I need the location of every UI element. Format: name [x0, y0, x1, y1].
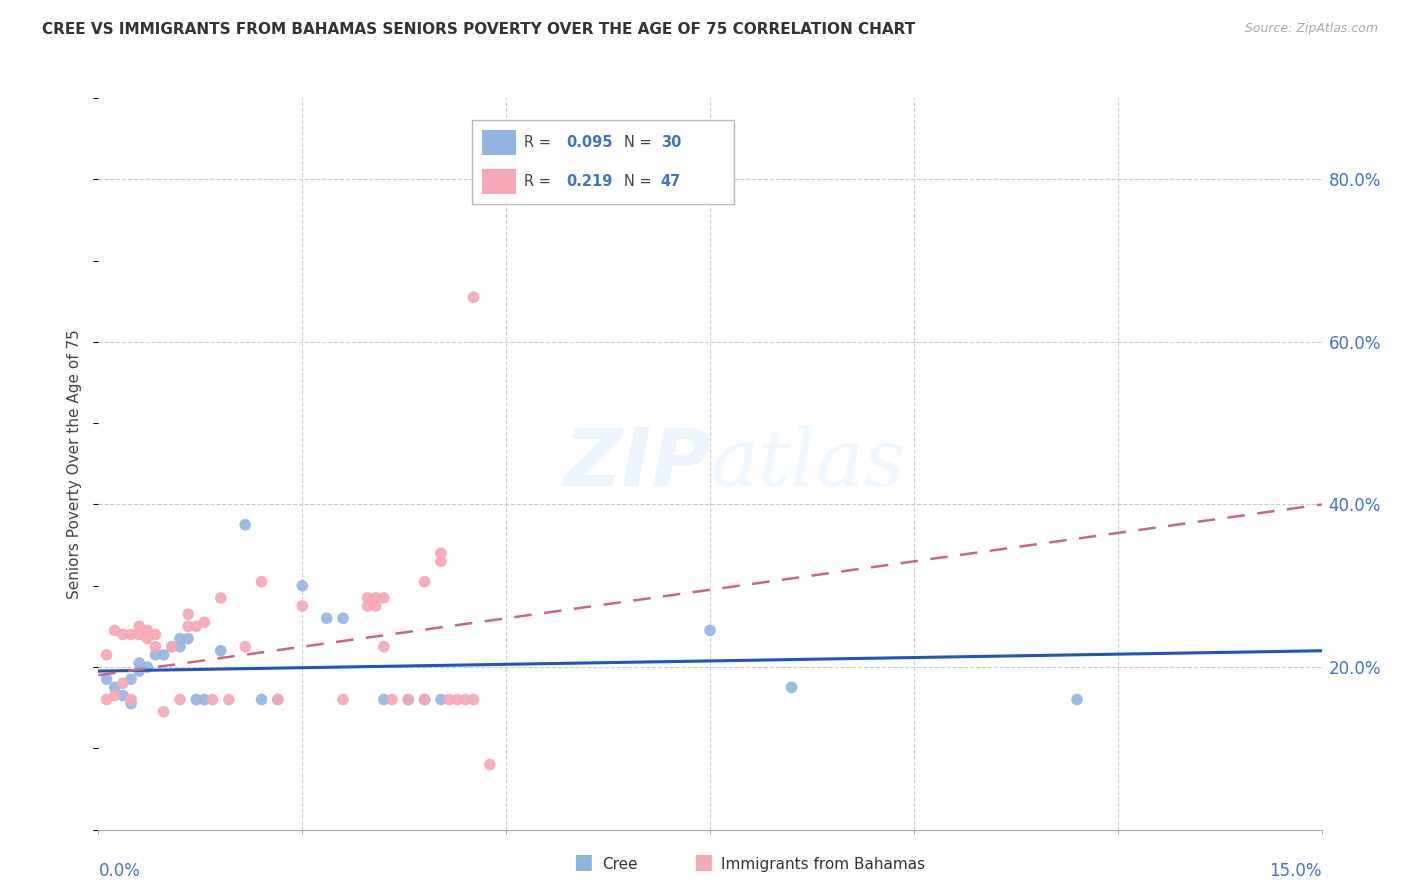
Point [430, 546, 453, 560]
Point [186, 619, 208, 633]
Point [413, 692, 436, 706]
Point [446, 692, 468, 706]
Point [413, 692, 436, 706]
Point [128, 627, 150, 641]
Point [364, 599, 387, 613]
Point [780, 681, 803, 695]
FancyBboxPatch shape [471, 120, 734, 204]
Point [373, 692, 395, 706]
Point [356, 599, 378, 613]
Point [177, 632, 200, 646]
Point [120, 672, 142, 686]
Point [128, 664, 150, 678]
Point [111, 676, 134, 690]
Point [169, 692, 191, 706]
Point [120, 697, 142, 711]
Point [332, 611, 354, 625]
Text: 0.095: 0.095 [567, 136, 613, 150]
Point [373, 591, 395, 605]
Point [478, 757, 501, 772]
Point [332, 692, 354, 706]
Point [128, 619, 150, 633]
Point [218, 692, 240, 706]
Point [160, 640, 183, 654]
Text: atlas: atlas [710, 425, 905, 502]
Point [128, 656, 150, 670]
Point [699, 624, 721, 638]
Point [1066, 692, 1088, 706]
Point [209, 644, 232, 658]
Point [111, 689, 134, 703]
Point [186, 692, 208, 706]
Point [96, 692, 118, 706]
Point [373, 640, 395, 654]
Point [152, 648, 174, 662]
Point [104, 689, 127, 703]
Text: 15.0%: 15.0% [1270, 863, 1322, 880]
Point [267, 692, 290, 706]
Point [145, 648, 167, 662]
Point [233, 640, 256, 654]
Point [120, 692, 142, 706]
Point [145, 627, 167, 641]
Point [96, 672, 118, 686]
Text: ■: ■ [693, 853, 713, 872]
Point [454, 692, 477, 706]
Point [136, 660, 159, 674]
Point [169, 632, 191, 646]
Point [463, 692, 485, 706]
Point [169, 640, 191, 654]
Text: R =: R = [524, 136, 551, 150]
Point [396, 692, 419, 706]
Point [413, 574, 436, 589]
Point [381, 692, 404, 706]
Point [430, 554, 453, 568]
Text: Cree: Cree [602, 857, 637, 872]
Point [364, 591, 387, 605]
Text: ZIP: ZIP [562, 425, 710, 503]
Point [356, 591, 378, 605]
Point [267, 692, 290, 706]
Point [177, 619, 200, 633]
Text: N =: N = [624, 174, 651, 189]
Text: 30: 30 [661, 136, 682, 150]
Point [463, 290, 485, 304]
Text: 47: 47 [661, 174, 681, 189]
Point [193, 615, 215, 630]
Text: R =: R = [524, 174, 551, 189]
FancyBboxPatch shape [482, 169, 516, 194]
Point [291, 599, 314, 613]
Text: 0.0%: 0.0% [98, 863, 141, 880]
Point [201, 692, 224, 706]
Point [96, 648, 118, 662]
Text: 0.219: 0.219 [567, 174, 613, 189]
Point [104, 624, 127, 638]
Point [136, 632, 159, 646]
Point [145, 640, 167, 654]
Point [437, 692, 460, 706]
Y-axis label: Seniors Poverty Over the Age of 75: Seniors Poverty Over the Age of 75 [67, 329, 83, 599]
Point [315, 611, 337, 625]
Text: N =: N = [624, 136, 651, 150]
Point [160, 640, 183, 654]
FancyBboxPatch shape [482, 130, 516, 155]
Point [152, 705, 174, 719]
Point [233, 517, 256, 532]
Point [104, 681, 127, 695]
Text: Immigrants from Bahamas: Immigrants from Bahamas [721, 857, 925, 872]
Point [291, 579, 314, 593]
Point [430, 692, 453, 706]
Point [250, 574, 273, 589]
Point [209, 591, 232, 605]
Point [177, 607, 200, 622]
Point [396, 692, 419, 706]
Point [120, 627, 142, 641]
Point [250, 692, 273, 706]
Point [193, 692, 215, 706]
Text: ■: ■ [574, 853, 593, 872]
Point [111, 627, 134, 641]
Text: Source: ZipAtlas.com: Source: ZipAtlas.com [1244, 22, 1378, 36]
Point [136, 624, 159, 638]
Text: CREE VS IMMIGRANTS FROM BAHAMAS SENIORS POVERTY OVER THE AGE OF 75 CORRELATION C: CREE VS IMMIGRANTS FROM BAHAMAS SENIORS … [42, 22, 915, 37]
